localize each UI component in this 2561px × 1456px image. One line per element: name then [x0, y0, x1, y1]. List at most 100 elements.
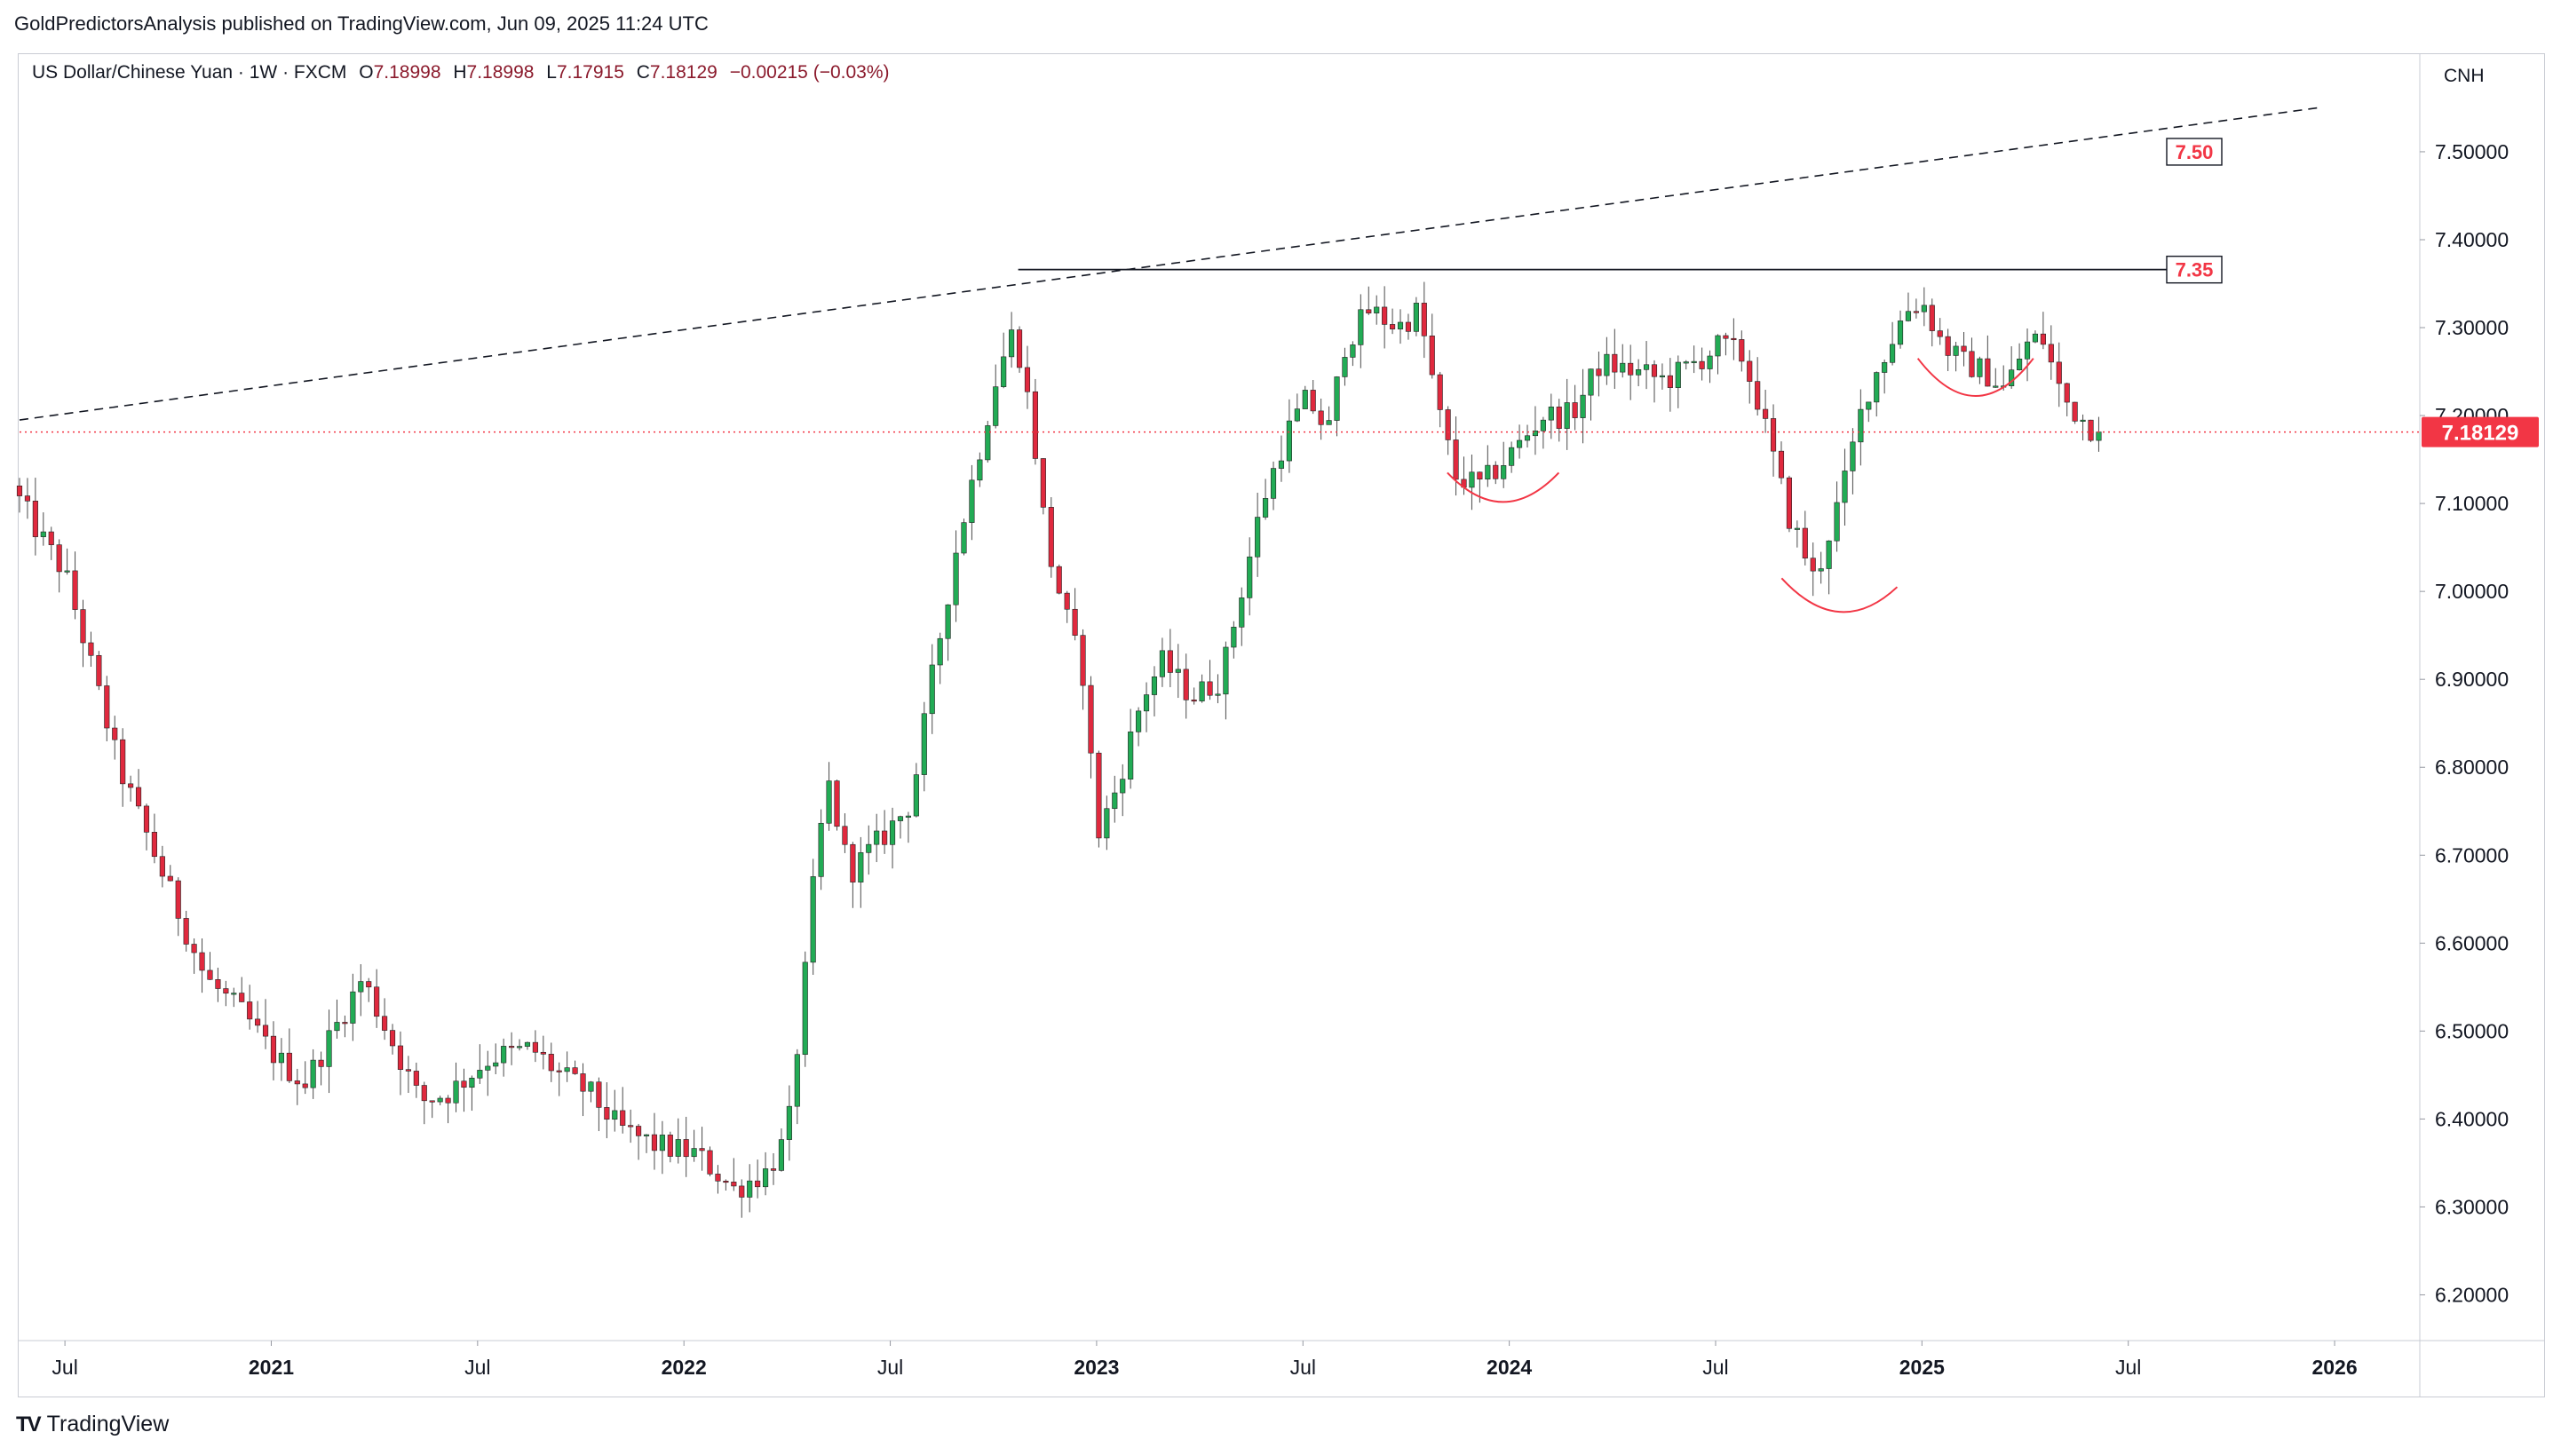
x-tick-label: Jul	[464, 1356, 490, 1379]
candle-up	[866, 843, 872, 853]
candle-up	[1580, 394, 1586, 418]
y-tick-label: 6.50000	[2435, 1019, 2509, 1042]
candle-up	[1604, 353, 1610, 376]
candle-down	[96, 654, 102, 686]
candle-down	[1429, 336, 1435, 376]
candle-down	[1477, 471, 1483, 480]
candle-up	[1826, 540, 1832, 569]
x-tick-label: 2022	[662, 1356, 707, 1379]
candle-down	[405, 1069, 411, 1072]
candle-up	[1691, 360, 1697, 363]
candle-up	[1540, 419, 1546, 431]
candle-up	[64, 570, 70, 573]
candle-up	[1516, 439, 1523, 448]
candle-down	[207, 969, 213, 980]
candle-down	[183, 918, 189, 945]
candle-down	[32, 501, 38, 537]
candle-down	[620, 1110, 626, 1126]
close-label: C	[636, 62, 650, 83]
candle-down	[215, 979, 221, 989]
candle-down	[382, 1016, 388, 1031]
candle-down	[1778, 450, 1785, 479]
candle-down	[1763, 408, 1769, 419]
candle-down	[1755, 381, 1761, 410]
candle-up	[310, 1059, 316, 1088]
y-tick-label: 6.20000	[2435, 1283, 2509, 1306]
candle-down	[1802, 527, 1808, 558]
low-label: L	[546, 62, 557, 83]
x-tick-label: Jul	[52, 1356, 77, 1379]
candle-up	[477, 1070, 483, 1079]
candle-down	[445, 1097, 451, 1104]
candle-down	[2040, 333, 2046, 345]
candle-down	[262, 1025, 269, 1037]
x-tick-label: Jul	[2115, 1356, 2141, 1379]
x-tick-label: 2026	[2311, 1356, 2357, 1379]
candle-up	[1953, 345, 1959, 356]
candle-up	[524, 1041, 531, 1047]
candle-up	[905, 815, 911, 818]
candle-up	[1215, 693, 1221, 696]
candle-up	[993, 386, 999, 426]
candle-up	[1715, 335, 1721, 357]
candle-up	[1175, 669, 1181, 673]
candle-up	[747, 1180, 753, 1198]
candle-up	[2017, 358, 2023, 370]
symbol-name[interactable]: US Dollar/Chinese Yuan · 1W · FXCM	[32, 62, 347, 83]
candle-down	[715, 1174, 721, 1182]
currency-label[interactable]: CNH	[2444, 66, 2485, 86]
candle-down	[1096, 752, 1102, 839]
candle-down	[1810, 558, 1816, 572]
candle-down	[572, 1067, 578, 1074]
x-tick-label: Jul	[877, 1356, 903, 1379]
candle-up	[1921, 305, 1927, 313]
candle-up	[564, 1067, 570, 1072]
candle-up	[1850, 441, 1856, 471]
candle-down	[294, 1080, 300, 1085]
candle-up	[1993, 385, 1999, 388]
candle-up	[1643, 364, 1650, 370]
candle-up	[1128, 732, 1134, 779]
candle-up	[1143, 694, 1150, 712]
y-tick-label: 7.50000	[2435, 140, 2509, 163]
x-tick-label: 2021	[249, 1356, 294, 1379]
candle-up	[1890, 344, 1896, 363]
candle-down	[135, 787, 142, 807]
candle-up	[1278, 460, 1285, 469]
y-tick-label: 6.80000	[2435, 756, 2509, 779]
candle-up	[437, 1097, 443, 1103]
candle-up	[2024, 341, 2031, 360]
candle-down	[556, 1070, 562, 1072]
candle-down	[1032, 391, 1038, 459]
candle-down	[1382, 306, 1388, 325]
trendline-label-box	[2166, 138, 2223, 166]
candle-up	[40, 531, 46, 537]
y-tick-label: 6.70000	[2435, 843, 2509, 866]
candle-down	[2048, 344, 2054, 363]
chart-frame	[18, 53, 2545, 1397]
candle-down	[1493, 464, 1499, 479]
dashed-trendline	[19, 107, 2319, 421]
candle-down	[850, 843, 856, 882]
candle-up	[2032, 333, 2039, 343]
y-tick-label: 7.30000	[2435, 316, 2509, 339]
candle-up	[1302, 390, 1308, 409]
candle-up	[2096, 431, 2102, 441]
candle-down	[2072, 401, 2078, 422]
candle-down	[699, 1148, 705, 1151]
candle-up	[1009, 329, 1015, 358]
candle-down	[1183, 669, 1189, 700]
candle-up	[350, 991, 356, 1024]
candle-down	[1913, 311, 1919, 313]
candle-up	[1397, 321, 1404, 329]
candle-up	[1112, 792, 1118, 810]
candle-up	[493, 1062, 499, 1067]
candle-down	[1072, 608, 1078, 636]
candle-up	[1231, 627, 1237, 648]
candle-down	[151, 832, 157, 858]
candle-up	[1834, 502, 1840, 542]
tradingview-brand[interactable]: TV TradingView	[16, 1412, 169, 1437]
brand-name: TradingView	[46, 1412, 170, 1436]
candle-down	[120, 739, 126, 785]
